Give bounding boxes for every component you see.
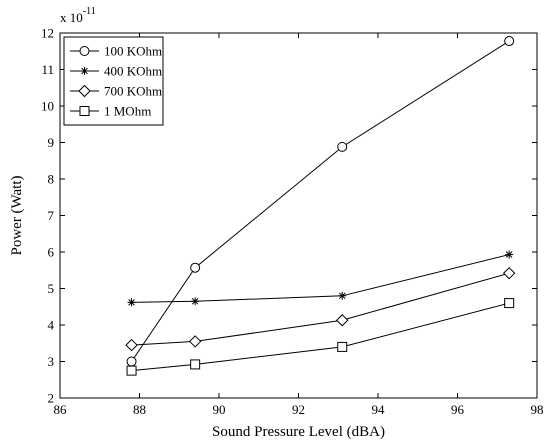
data-point	[190, 359, 201, 370]
star-stroke	[81, 67, 88, 75]
series-line	[131, 40, 510, 362]
y-tick-label: 11	[41, 62, 54, 77]
series-line	[131, 272, 510, 346]
legend-entry: 400 KOhm	[70, 64, 162, 79]
y-tick-label: 10	[41, 99, 54, 114]
y-tick-label: 7	[48, 208, 55, 223]
data-point	[126, 365, 137, 376]
legend-marker	[79, 106, 90, 116]
legend: 100 KOhm 400 KOhm 700 KOhm 1 MOhm	[63, 36, 164, 126]
data-point	[502, 266, 516, 280]
legend-label: 400 KOhm	[104, 64, 162, 79]
y-tick-label: 8	[48, 172, 55, 187]
legend-entry: 700 KOhm	[70, 84, 162, 99]
data-point	[504, 298, 515, 309]
data-point	[126, 356, 137, 367]
data-point	[337, 341, 348, 352]
data-point	[127, 298, 136, 307]
x-axis-label: Sound Pressure Level (dBA)	[212, 424, 385, 440]
series-400-kohm	[127, 250, 514, 307]
x-tick-label: 90	[213, 402, 226, 417]
data-point	[338, 291, 347, 300]
series-700-kohm	[125, 266, 516, 352]
star-stroke	[338, 292, 346, 300]
legend-marker	[80, 67, 89, 75]
data-point	[505, 250, 514, 259]
series-line	[131, 254, 510, 303]
axis-ticks: 86 88 90 92 94 96 98 2 3 4 5 6 7 8 9 10 11 12	[41, 26, 544, 418]
legend-marker	[78, 84, 91, 98]
y-tick-label: 12	[41, 26, 54, 41]
y-multiplier-exponent: -11	[83, 6, 96, 17]
series-1-mohm	[126, 298, 515, 376]
legend-label: 1 MOhm	[104, 104, 151, 119]
star-stroke	[128, 299, 135, 306]
y-tick-label: 4	[48, 318, 55, 333]
data-point	[336, 314, 349, 327]
star-stroke	[191, 298, 199, 305]
series-line	[131, 302, 510, 372]
y-tick-label: 5	[48, 281, 55, 296]
y-tick-label: 2	[48, 391, 55, 406]
data-point	[190, 262, 201, 273]
y-tick-label: 9	[48, 135, 55, 150]
x-tick-label: 92	[292, 402, 305, 417]
legend-marker	[79, 46, 90, 56]
star-stroke	[505, 251, 513, 258]
y-multiplier-base: x 10	[60, 10, 83, 25]
y-tick-label: 3	[48, 354, 55, 369]
y-tick-label: 6	[48, 245, 55, 260]
series-100-kohm	[126, 36, 515, 367]
legend-entry: 1 MOhm	[70, 104, 151, 119]
data-point	[191, 297, 200, 306]
x-tick-label: 94	[372, 402, 386, 417]
legend-label: 700 KOhm	[104, 84, 162, 99]
x-tick-label: 98	[531, 402, 544, 417]
data-point	[504, 36, 515, 47]
series-layer	[125, 36, 516, 376]
x-tick-label: 86	[54, 402, 68, 417]
legend-entry: 100 KOhm	[70, 44, 162, 59]
data-point	[337, 141, 348, 152]
data-point	[125, 338, 138, 352]
y-multiplier: x 10-11	[60, 6, 96, 25]
x-tick-label: 96	[451, 402, 465, 417]
data-point	[188, 335, 202, 348]
legend-label: 100 KOhm	[104, 44, 162, 59]
x-tick-label: 88	[133, 402, 146, 417]
y-axis-label: Power (Watt)	[9, 175, 25, 255]
